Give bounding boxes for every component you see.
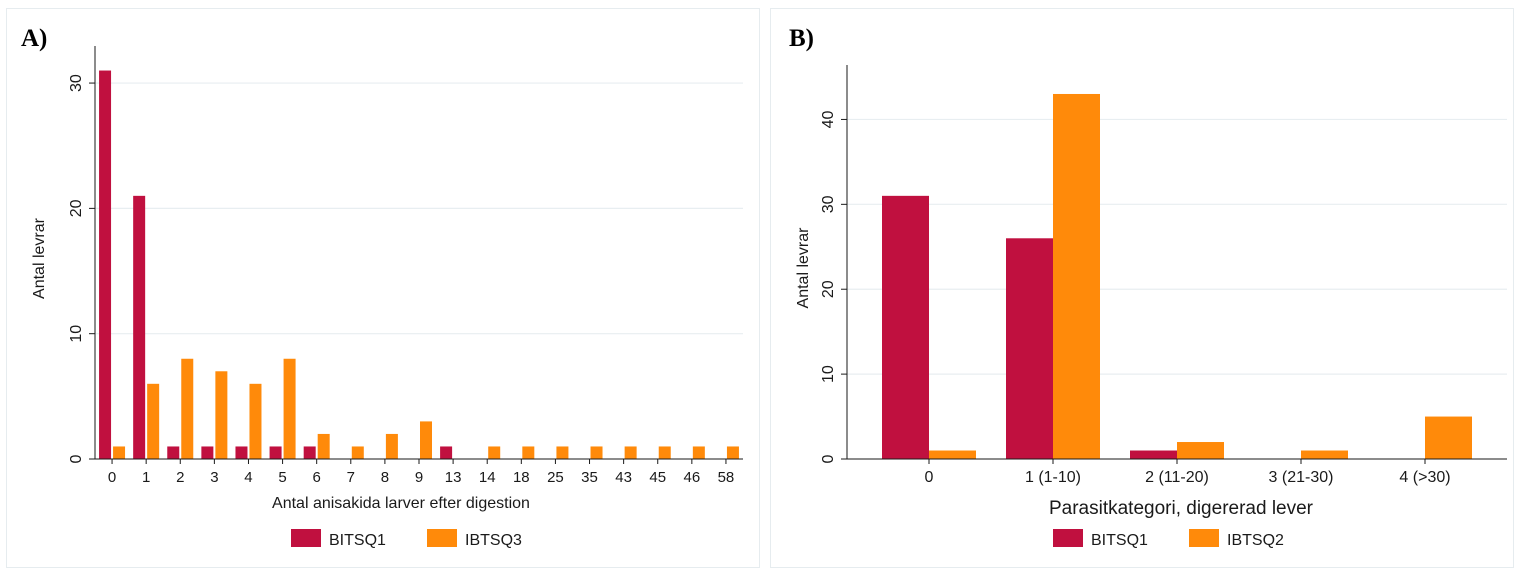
bar-ibtsq3-15 — [624, 446, 637, 459]
x-tick-label: 25 — [547, 469, 564, 486]
bar-ibtsq3-8 — [385, 433, 398, 459]
legend-label-bitsq1: BITSQ1 — [1091, 532, 1148, 549]
bar-bitsq1-4 — [235, 446, 248, 459]
bar-ibtsq3-2 — [181, 358, 194, 459]
bar-bitsq1-3 — [201, 446, 214, 459]
y-axis-title: Antal levrar — [31, 217, 48, 299]
chart-b-svg: 0 10 20 30 40 0 1 (1-10) 2 (11-20) 3 (21-30) 4 (>… — [795, 65, 1507, 549]
x-tick-label: 4 (>30) — [1399, 469, 1450, 486]
x-tick-label: 43 — [615, 469, 632, 486]
legend-swatch-ibtsq2 — [1189, 529, 1219, 547]
bar-ibtsq3-17 — [692, 446, 705, 459]
y-tick-label: 10 — [820, 365, 837, 383]
bar-bitsq1-10 — [440, 446, 453, 459]
x-tick-label: 58 — [718, 469, 735, 486]
bar-bitsq1-2 — [1130, 450, 1177, 459]
y-tick-label: 10 — [68, 325, 85, 343]
x-tick-label: 46 — [683, 469, 700, 486]
x-tick-label: 13 — [445, 469, 462, 486]
panel-label-a: A) — [21, 25, 48, 52]
bar-ibtsq3-1 — [147, 383, 160, 459]
x-axis-title: Parasitkategori, digererad lever — [1049, 498, 1314, 519]
legend-label-bitsq1: BITSQ1 — [329, 532, 386, 549]
bar-ibtsq3-16 — [658, 446, 671, 459]
y-tick-label: 40 — [820, 110, 837, 128]
legend-swatch-ibtsq3 — [427, 529, 457, 547]
x-tick-label: 0 — [925, 469, 934, 486]
legend-label-ibtsq3: IBTSQ3 — [465, 532, 522, 549]
legend-swatch-bitsq1 — [1053, 529, 1083, 547]
x-axis-title: Antal anisakida larver efter digestion — [272, 495, 530, 512]
chart-panel-a: 0 10 20 30 0 1 2 3 4 5 6 7 8 9 13 14 18 25 35 43 45 46 58 Antal… — [6, 8, 760, 568]
bar-ibtsq3-7 — [351, 446, 364, 459]
y-tick-label: 30 — [68, 74, 85, 92]
chart-panel-b: 0 10 20 30 40 0 1 (1-10) 2 (11-20) 3 (21-30) 4 (>… — [770, 8, 1514, 568]
x-tick-label: 18 — [513, 469, 530, 486]
bar-ibtsq3-6 — [317, 433, 330, 459]
bar-ibtsq2-0 — [929, 450, 976, 459]
bar-ibtsq3-14 — [590, 446, 603, 459]
x-tick-label: 2 (11-20) — [1145, 469, 1209, 486]
x-tick-label: 9 — [415, 469, 423, 486]
y-tick-label: 0 — [820, 454, 837, 463]
bar-ibtsq3-11 — [488, 446, 501, 459]
bar-ibtsq2-4 — [1425, 416, 1472, 459]
y-axis-title: Antal levrar — [795, 227, 812, 309]
x-tick-label: 14 — [479, 469, 496, 486]
x-tick-label: 3 (21-30) — [1269, 469, 1334, 486]
x-tick-label: 45 — [649, 469, 666, 486]
x-tick-label: 2 — [176, 469, 184, 486]
x-tick-label: 6 — [313, 469, 321, 486]
x-tick-label: 8 — [381, 469, 389, 486]
bar-ibtsq3-18 — [726, 446, 739, 459]
bar-bitsq1-2 — [167, 446, 180, 459]
bar-ibtsq3-5 — [283, 358, 296, 459]
y-tick-label: 20 — [820, 280, 837, 298]
legend-swatch-bitsq1 — [291, 529, 321, 547]
bar-ibtsq2-3 — [1301, 450, 1348, 459]
bar-bitsq1-0 — [99, 70, 112, 459]
x-tick-label: 1 (1-10) — [1025, 469, 1081, 486]
bar-bitsq1-6 — [303, 446, 316, 459]
x-tick-label: 3 — [210, 469, 218, 486]
bar-ibtsq3-12 — [522, 446, 535, 459]
panel-label-b: B) — [789, 25, 814, 52]
bar-ibtsq3-0 — [113, 446, 126, 459]
x-tick-label: 1 — [142, 469, 150, 486]
bar-ibtsq3-3 — [215, 371, 228, 459]
y-tick-label: 20 — [68, 199, 85, 217]
x-tick-label: 5 — [278, 469, 286, 486]
x-tick-label: 4 — [244, 469, 252, 486]
bar-ibtsq3-9 — [420, 421, 432, 459]
x-tick-label: 0 — [108, 469, 116, 486]
bar-bitsq1-1 — [1006, 238, 1053, 459]
bar-bitsq1-5 — [269, 446, 282, 459]
bar-bitsq1-0 — [882, 195, 929, 459]
legend-label-ibtsq2: IBTSQ2 — [1227, 532, 1284, 549]
bar-ibtsq3-13 — [556, 446, 569, 459]
x-tick-label: 7 — [347, 469, 355, 486]
x-tick-label: 35 — [581, 469, 598, 486]
y-tick-label: 30 — [820, 195, 837, 213]
bar-ibtsq2-2 — [1177, 442, 1224, 459]
y-tick-label: 0 — [68, 454, 85, 463]
bar-bitsq1-1 — [133, 195, 146, 459]
bar-ibtsq2-1 — [1053, 93, 1100, 459]
bar-ibtsq3-4 — [249, 383, 262, 459]
